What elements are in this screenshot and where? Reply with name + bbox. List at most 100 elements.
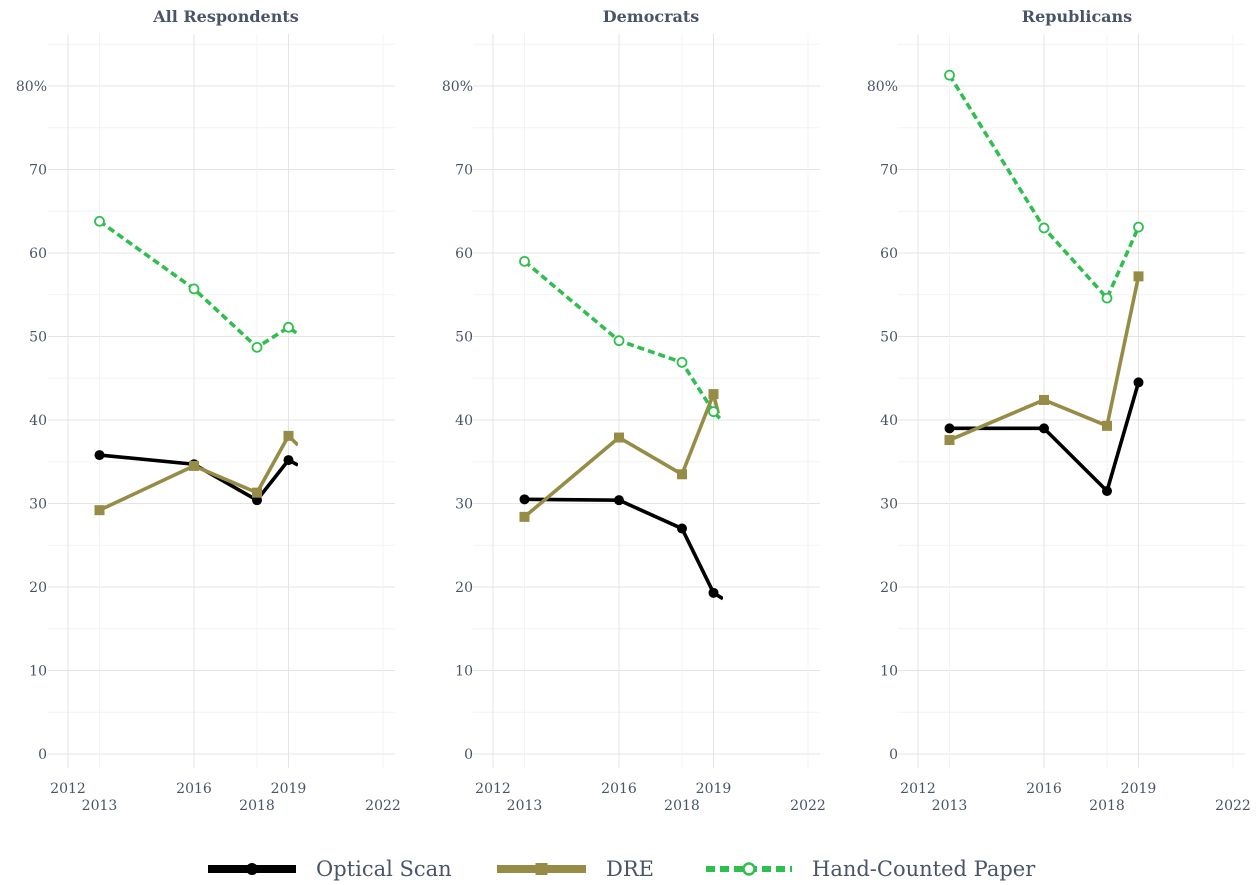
x-tick-label: 2013 [507, 798, 543, 814]
y-tick-label: 60 [455, 246, 473, 262]
series-line-dre [98, 434, 298, 512]
panel-gridlines [473, 34, 820, 768]
series-line-hand-counted-paper [98, 219, 298, 350]
x-tick-label: 2013 [82, 798, 118, 814]
x-tick-label: 2018 [1089, 798, 1125, 814]
x-tick-label: 2018 [664, 798, 700, 814]
data-point-hand-counted-paper [519, 255, 530, 267]
data-point-hand-counted-paper [94, 215, 105, 227]
legend-key-dre: DRE [497, 857, 654, 881]
y-tick-label: 40 [455, 413, 473, 429]
data-point-optical-scan [1039, 423, 1049, 434]
y-tick-label: 30 [29, 497, 47, 513]
data-point-dre [1102, 420, 1112, 431]
data-point-hand-counted-paper [1101, 292, 1113, 304]
data-point-dre [1039, 394, 1049, 405]
y-tick-label: 80% [442, 79, 473, 95]
x-tick-label: 2016 [1026, 781, 1062, 797]
data-point-dre [189, 460, 199, 471]
data-point-dre [252, 487, 262, 498]
legend-key-optical-scan: Optical Scan [208, 857, 452, 881]
data-point-dre [614, 432, 624, 443]
y-tick-label: 40 [29, 413, 47, 429]
y-tick-label: 0 [889, 747, 898, 763]
data-point-optical-scan [614, 495, 624, 506]
y-tick-label: 10 [455, 664, 473, 680]
x-tick-label: 2022 [365, 798, 401, 814]
panel-title: Republicans [1022, 7, 1132, 26]
series-line-optical-scan [524, 497, 723, 601]
x-tick-label: 2019 [696, 781, 732, 797]
y-tick-label: 70 [880, 163, 898, 179]
y-tick-label: 20 [455, 580, 473, 596]
data-point-hand-counted-paper [188, 283, 200, 295]
data-point-hand-counted-paper [708, 406, 719, 418]
data-point-optical-scan [252, 495, 262, 506]
legend-marker-dre [535, 863, 548, 875]
data-point-dre [677, 469, 687, 480]
data-point-dre [944, 435, 955, 446]
y-tick-label: 0 [464, 747, 473, 763]
data-point-optical-scan [1133, 377, 1144, 388]
panel-gridlines [48, 34, 395, 768]
y-tick-label: 50 [455, 330, 473, 346]
y-tick-label: 60 [880, 246, 898, 262]
y-tick-label: 20 [29, 580, 47, 596]
x-tick-label: 2012 [475, 781, 511, 797]
y-tick-label: 50 [880, 330, 898, 346]
legend-label: DRE [606, 857, 654, 881]
x-tick-label: 2019 [271, 781, 307, 797]
x-tick-label: 2013 [932, 798, 968, 814]
data-point-dre [283, 430, 294, 441]
y-tick-label: 50 [29, 330, 47, 346]
data-point-optical-scan [944, 423, 955, 434]
data-point-hand-counted-paper [944, 69, 955, 81]
series-line-dre [948, 276, 1141, 442]
data-point-dre [1133, 271, 1144, 282]
data-point-hand-counted-paper [676, 356, 688, 368]
x-tick-label: 2016 [176, 781, 212, 797]
y-tick-label: 10 [29, 664, 47, 680]
panel-gridlines [898, 34, 1245, 768]
panel-title: All Respondents [152, 7, 299, 26]
legend-marker-optical-scan [246, 863, 258, 875]
panel-series [94, 215, 298, 516]
data-point-optical-scan [519, 494, 530, 505]
y-tick-label: 30 [880, 497, 898, 513]
x-tick-label: 2012 [900, 781, 936, 797]
series-line-hand-counted-paper [947, 74, 1141, 300]
y-tick-label: 30 [455, 497, 473, 513]
legend-key-hand-counted-paper: Hand-Counted Paper [706, 857, 1036, 881]
legend-marker-hand-counted-paper [742, 862, 756, 876]
data-point-hand-counted-paper [613, 335, 625, 347]
x-tick-label: 2018 [239, 798, 275, 814]
x-tick-label: 2022 [790, 798, 826, 814]
data-point-hand-counted-paper [251, 341, 263, 353]
data-point-dre [519, 511, 530, 522]
panel-series [519, 255, 723, 601]
y-tick-label: 60 [29, 246, 47, 262]
y-tick-label: 0 [38, 747, 47, 763]
legend-label: Hand-Counted Paper [812, 857, 1036, 881]
x-tick-label: 2019 [1121, 781, 1157, 797]
data-point-optical-scan [283, 455, 294, 466]
data-point-hand-counted-paper [1133, 221, 1144, 233]
data-point-optical-scan [94, 450, 105, 461]
y-tick-label: 40 [880, 413, 898, 429]
data-point-dre [94, 505, 105, 516]
legend: Optical Scan DRE Hand-Counted Paper [208, 857, 1036, 881]
y-tick-label: 20 [880, 580, 898, 596]
y-tick-label: 80% [867, 79, 898, 95]
series-line-optical-scan [949, 381, 1141, 493]
data-point-optical-scan [677, 523, 687, 534]
data-point-hand-counted-paper [1038, 222, 1050, 234]
data-point-optical-scan [708, 587, 719, 598]
data-point-dre [708, 389, 719, 400]
data-point-optical-scan [1102, 485, 1112, 496]
panel-title: Democrats [603, 7, 700, 26]
y-tick-label: 80% [16, 79, 47, 95]
y-tick-label: 70 [29, 163, 47, 179]
